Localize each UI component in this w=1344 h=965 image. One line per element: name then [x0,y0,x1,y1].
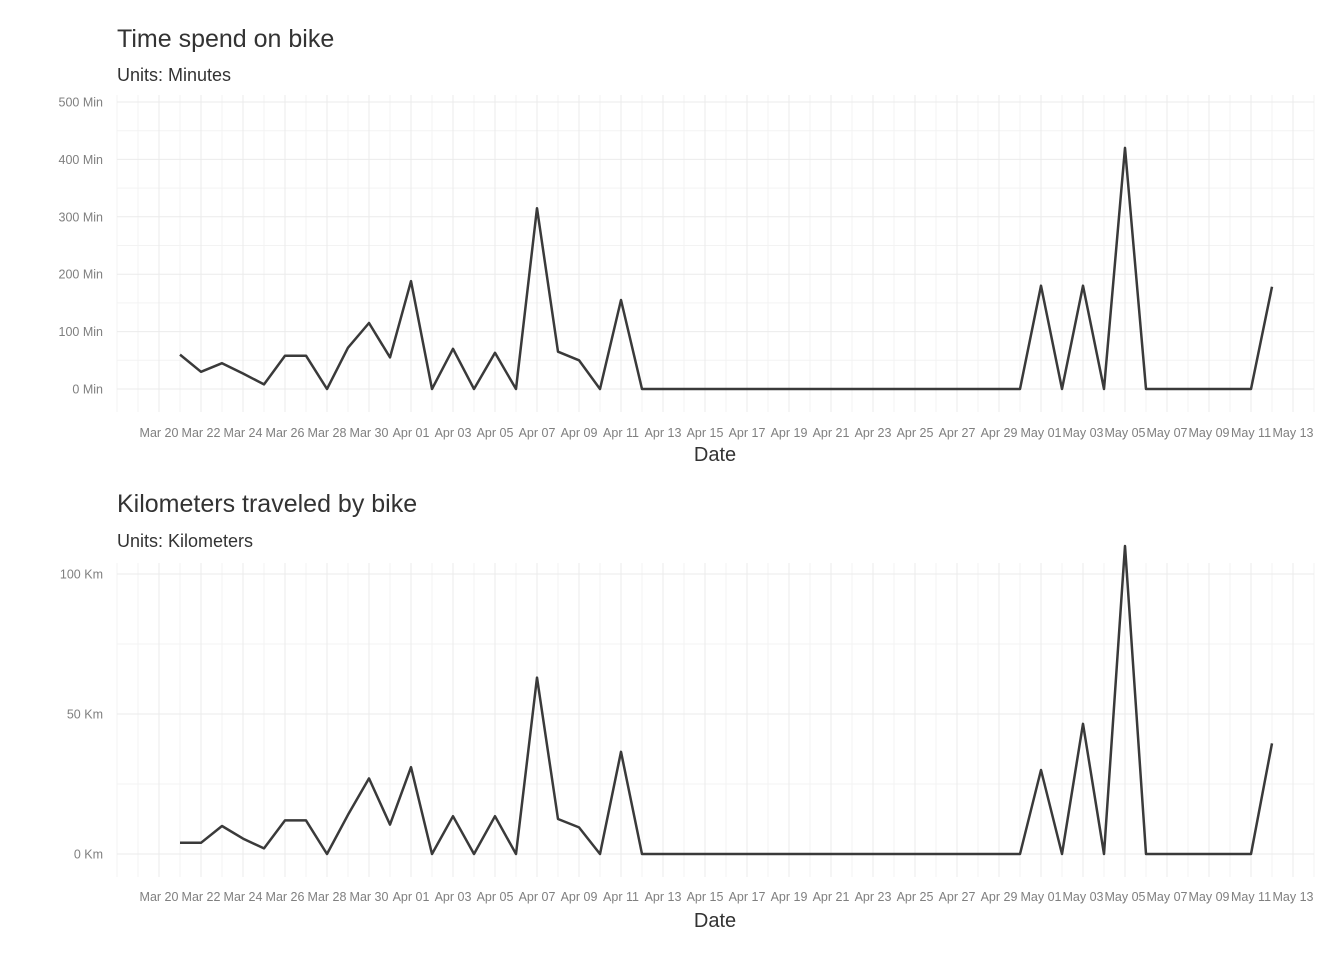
time-chart-x-tick-label: Mar 24 [224,426,263,440]
distance-chart-x-tick-label: May 05 [1105,890,1146,904]
distance-chart-x-axis-label: Date [694,910,736,932]
time-chart-x-tick-label: Apr 15 [687,426,724,440]
distance-chart-x-tick-label: Apr 09 [561,890,598,904]
distance-chart-x-tick-label: Apr 05 [477,890,514,904]
time-chart-x-tick-label: May 03 [1063,426,1104,440]
distance-chart-x-tick-label: May 09 [1189,890,1230,904]
time-chart-x-axis: Mar 20 Mar 22 Mar 24 Mar 26 Mar 28 Mar 30 Apr … [140,426,1314,440]
distance-chart-x-tick-label: May 07 [1147,890,1188,904]
distance-chart-x-tick-label: Mar 22 [182,890,221,904]
time-chart-y-tick-label: 500 Min [59,96,104,110]
distance-chart-y-axis: 0 Km 50 Km 100 Km [60,568,103,862]
distance-chart-y-tick-label: 50 Km [67,708,103,722]
distance-chart-x-tick-label: Apr 07 [519,890,556,904]
time-chart-title: Time spend on bike [117,25,334,53]
time-chart-x-tick-label: Mar 30 [350,426,389,440]
time-chart-x-tick-label: Apr 21 [813,426,850,440]
distance-chart-panel: Kilometers traveled by bike Units: Kilom… [60,490,1315,932]
time-chart-x-tick-label: Mar 22 [182,426,221,440]
distance-chart-x-tick-label: Apr 25 [897,890,934,904]
distance-chart-x-tick-label: Apr 19 [771,890,808,904]
distance-chart-x-tick-label: Mar 30 [350,890,389,904]
time-chart-x-tick-label: Apr 23 [855,426,892,440]
time-chart-x-tick-label: Apr 11 [603,426,639,440]
distance-chart-series-line [180,544,1274,856]
time-chart-x-tick-label: Apr 07 [519,426,556,440]
distance-chart-x-tick-label: Mar 28 [308,890,347,904]
time-chart-y-tick-label: 100 Min [59,325,104,339]
time-chart-x-tick-label: May 07 [1147,426,1188,440]
distance-chart-x-tick-label: Mar 24 [224,890,263,904]
time-chart-x-tick-label: Apr 13 [645,426,682,440]
time-chart-x-tick-label: Apr 25 [897,426,934,440]
distance-chart-series [180,544,1274,856]
distance-chart-x-tick-label: Apr 27 [939,890,976,904]
distance-chart-title: Kilometers traveled by bike [117,490,417,518]
distance-chart-x-axis: Mar 20 Mar 22 Mar 24 Mar 26 Mar 28 Mar 30 Apr … [140,890,1314,904]
time-chart-x-tick-label: Apr 09 [561,426,598,440]
time-chart-x-tick-label: Mar 20 [140,426,179,440]
time-chart-x-tick-label: Apr 17 [729,426,766,440]
distance-chart-x-tick-label: May 01 [1021,890,1062,904]
distance-chart-grid [116,563,1315,877]
time-chart-y-tick-label: 300 Min [59,210,104,224]
distance-chart-x-tick-label: Apr 23 [855,890,892,904]
distance-chart-subtitle: Units: Kilometers [117,531,253,551]
time-chart-subtitle: Units: Minutes [117,65,231,85]
distance-chart-x-tick-label: May 11 [1231,890,1271,904]
distance-chart-x-tick-label: Apr 21 [813,890,850,904]
time-chart-x-tick-label: Mar 28 [308,426,347,440]
time-chart-series [179,146,1274,391]
time-chart-y-axis: 0 Min 100 Min 200 Min 300 Min 400 Min 500 Min [59,96,104,397]
distance-chart-x-tick-label: Apr 13 [645,890,682,904]
time-chart-x-tick-label: May 09 [1189,426,1230,440]
time-chart-x-axis-label: Date [694,444,736,466]
time-chart-x-tick-label: Apr 05 [477,426,514,440]
distance-chart-y-tick-label: 100 Km [60,568,103,582]
time-chart-x-tick-label: May 01 [1021,426,1062,440]
distance-chart-x-tick-label: Apr 11 [603,890,639,904]
distance-chart-y-tick-label: 0 Km [74,848,103,862]
distance-chart-x-tick-label: May 13 [1273,890,1314,904]
time-chart-x-tick-label: Apr 27 [939,426,976,440]
distance-chart-x-tick-label: Apr 17 [729,890,766,904]
time-chart-x-tick-label: May 13 [1273,426,1314,440]
time-chart-x-tick-label: Apr 03 [435,426,472,440]
distance-chart-x-tick-label: Apr 15 [687,890,724,904]
time-chart-x-tick-label: May 05 [1105,426,1146,440]
time-chart-x-tick-label: Apr 19 [771,426,808,440]
time-chart-y-tick-label: 200 Min [59,268,104,282]
distance-chart-x-tick-label: Apr 29 [981,890,1018,904]
time-chart-x-tick-label: Mar 26 [266,426,305,440]
time-chart-x-tick-label: May 11 [1231,426,1271,440]
time-chart-x-tick-label: Apr 01 [393,426,430,440]
time-chart-series-line [179,146,1274,391]
distance-chart-x-tick-label: Apr 01 [393,890,430,904]
distance-chart-x-tick-label: May 03 [1063,890,1104,904]
time-chart-x-tick-label: Apr 29 [981,426,1018,440]
time-chart-y-tick-label: 0 Min [72,383,103,397]
time-chart-panel: Time spend on bike Units: Minutes 0 Min 1… [59,25,1315,466]
distance-chart-x-tick-label: Mar 26 [266,890,305,904]
distance-chart-x-tick-label: Apr 03 [435,890,472,904]
distance-chart-x-tick-label: Mar 20 [140,890,179,904]
time-chart-y-tick-label: 400 Min [59,153,104,167]
